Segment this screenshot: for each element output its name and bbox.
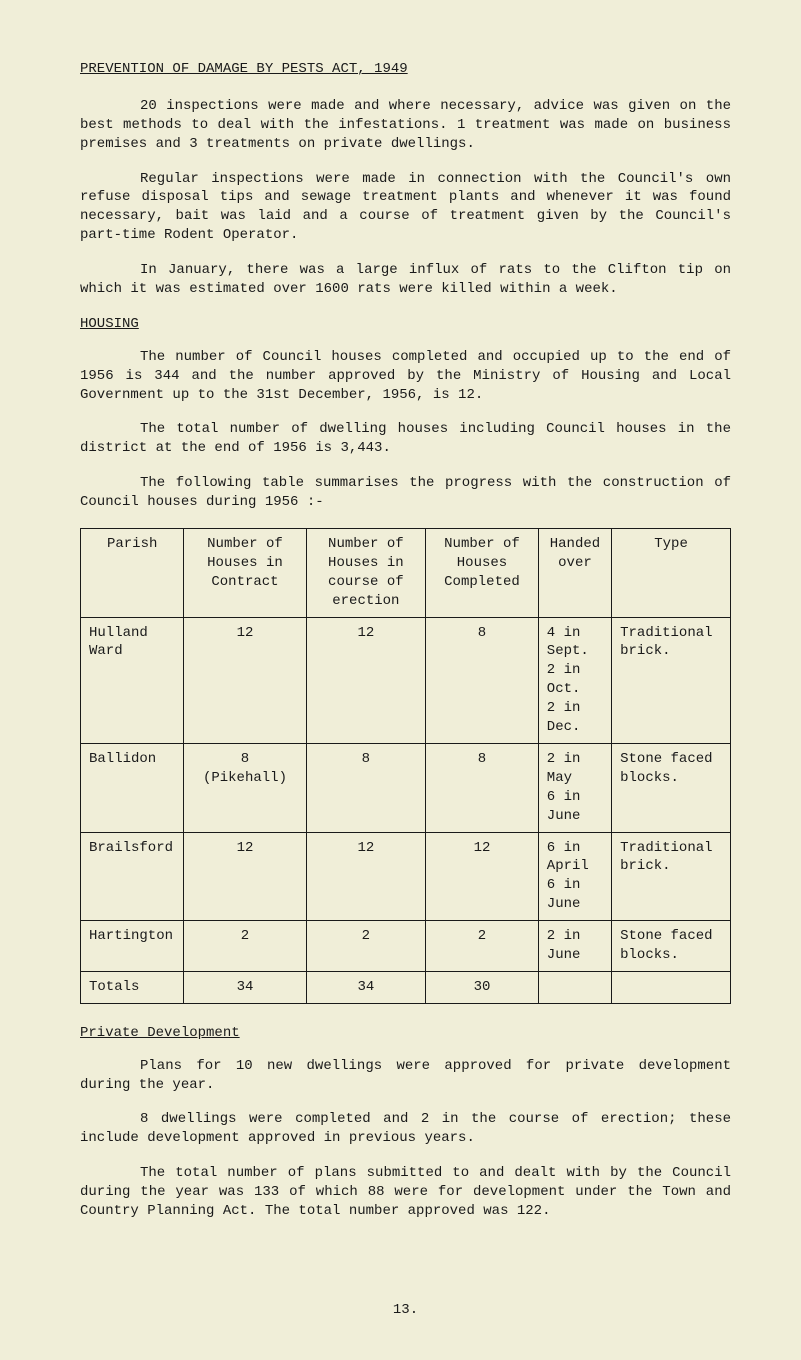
table-cell: 6 in April6 in June xyxy=(538,832,611,921)
table-header: Number of Houses in course of erection xyxy=(306,529,426,618)
table-cell: Totals xyxy=(81,971,184,1003)
table-header: Number of Houses in Contract xyxy=(184,529,306,618)
table-cell: 12 xyxy=(306,832,426,921)
table-row: Hartington 2 2 2 2 in June Stone faced b… xyxy=(81,921,731,972)
table-cell: 12 xyxy=(306,617,426,743)
paragraph: The following table summarises the progr… xyxy=(80,474,731,512)
section-heading-private: Private Development xyxy=(80,1024,731,1043)
table-cell: 12 xyxy=(184,832,306,921)
table-cell: 12 xyxy=(426,832,539,921)
table-header: Number of Houses Completed xyxy=(426,529,539,618)
table-cell: 34 xyxy=(306,971,426,1003)
table-cell: 4 in Sept.2 in Oct.2 in Dec. xyxy=(538,617,611,743)
paragraph: The number of Council houses completed a… xyxy=(80,348,731,405)
paragraph: The total number of dwelling houses incl… xyxy=(80,420,731,458)
table-cell: 8 xyxy=(306,743,426,832)
section-heading-housing: HOUSING xyxy=(80,315,731,334)
paragraph: In January, there was a large influx of … xyxy=(80,261,731,299)
table-row: Ballidon 8(Pikehall) 8 8 2 in May6 in Ju… xyxy=(81,743,731,832)
paragraph: Plans for 10 new dwellings were approved… xyxy=(80,1057,731,1095)
table-header: Handed over xyxy=(538,529,611,618)
paragraph: Regular inspections were made in connect… xyxy=(80,170,731,246)
table-row: Brailsford 12 12 12 6 in April6 in June … xyxy=(81,832,731,921)
table-cell: Brailsford xyxy=(81,832,184,921)
table-cell: 34 xyxy=(184,971,306,1003)
table-cell: Traditional brick. xyxy=(612,617,731,743)
table-cell: 30 xyxy=(426,971,539,1003)
document-title: PREVENTION OF DAMAGE BY PESTS ACT, 1949 xyxy=(80,60,731,79)
table-header: Parish xyxy=(81,529,184,618)
housing-table: Parish Number of Houses in Contract Numb… xyxy=(80,528,731,1004)
table-cell: 2 xyxy=(306,921,426,972)
table-cell: 2 in May6 in June xyxy=(538,743,611,832)
paragraph: 8 dwellings were completed and 2 in the … xyxy=(80,1110,731,1148)
paragraph: 20 inspections were made and where neces… xyxy=(80,97,731,154)
table-cell: 12 xyxy=(184,617,306,743)
table-cell xyxy=(538,971,611,1003)
table-cell: Stone faced blocks. xyxy=(612,743,731,832)
table-cell: 8 xyxy=(426,743,539,832)
table-cell: 2 xyxy=(184,921,306,972)
table-cell: 2 in June xyxy=(538,921,611,972)
table-cell: Hulland Ward xyxy=(81,617,184,743)
table-cell: Hartington xyxy=(81,921,184,972)
table-cell: Ballidon xyxy=(81,743,184,832)
table-row: Totals 34 34 30 xyxy=(81,971,731,1003)
table-cell: 8 xyxy=(426,617,539,743)
table-header: Type xyxy=(612,529,731,618)
table-cell: Traditional brick. xyxy=(612,832,731,921)
paragraph: The total number of plans submitted to a… xyxy=(80,1164,731,1221)
page-number: 13. xyxy=(80,1301,731,1320)
table-cell: 2 xyxy=(426,921,539,972)
table-cell: 8(Pikehall) xyxy=(184,743,306,832)
table-cell: Stone faced blocks. xyxy=(612,921,731,972)
table-cell xyxy=(612,971,731,1003)
table-row: Hulland Ward 12 12 8 4 in Sept.2 in Oct.… xyxy=(81,617,731,743)
